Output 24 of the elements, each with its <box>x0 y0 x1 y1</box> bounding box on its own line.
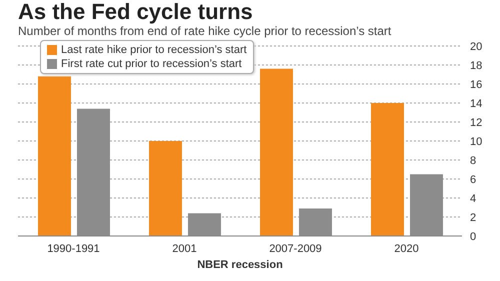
bar <box>370 103 404 236</box>
x-tick-label: 2007-2009 <box>269 242 322 255</box>
x-axis-title: NBER recession <box>197 259 284 271</box>
x-tick-label: 2001 <box>172 242 197 255</box>
bar <box>38 76 71 236</box>
bar <box>148 141 182 236</box>
y-tick-label: 10 <box>470 136 482 148</box>
chart-title: As the Fed cycle turns <box>18 0 253 24</box>
y-tick-label: 0 <box>470 230 476 243</box>
y-tick-label: 4 <box>470 192 476 205</box>
x-tick-label: 2020 <box>394 242 419 255</box>
y-tick-label: 6 <box>470 174 476 186</box>
legend-label: First rate cut prior to recession’s start <box>61 57 242 71</box>
y-tick-label: 8 <box>470 154 476 167</box>
bar <box>260 68 293 236</box>
chart-subtitle: Number of months from end of rate hike cycle prior to recession’s start <box>18 24 392 38</box>
y-tick-label: 16 <box>470 78 482 91</box>
y-tick-label: 2 <box>470 212 476 224</box>
y-tick-label: 14 <box>470 98 482 110</box>
y-tick-label: 18 <box>470 60 482 72</box>
x-tick-label: 1990-1991 <box>47 242 100 255</box>
y-tick-label: 12 <box>470 116 482 129</box>
legend-label: Last rate hike prior to recession’s start <box>61 43 247 57</box>
y-tick-label: 20 <box>470 40 482 53</box>
